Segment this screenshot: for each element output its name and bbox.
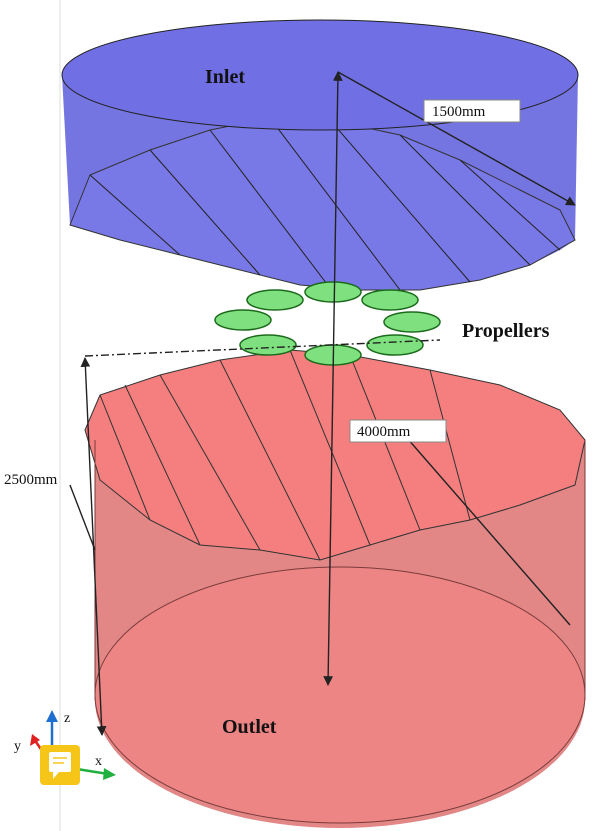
inlet-label: Inlet <box>205 66 245 88</box>
dimension-lines <box>69 71 576 736</box>
dimension-label: 4000mm <box>357 424 411 440</box>
inlet-domain <box>61 19 579 291</box>
axis-triad: z y x <box>14 710 116 785</box>
outlet-domain <box>84 349 586 828</box>
dimension-label: 1500mm <box>432 104 486 120</box>
axis-label: x <box>95 754 102 769</box>
propellers <box>214 281 441 366</box>
axis-label: y <box>14 739 21 754</box>
dimension-label: 2500mm <box>4 472 58 488</box>
axis-label: z <box>64 711 70 726</box>
dimension-box <box>423 99 521 123</box>
propellers-label: Propellers <box>462 320 550 342</box>
outlet-label: Outlet <box>222 716 277 738</box>
dimension-box <box>349 419 447 443</box>
